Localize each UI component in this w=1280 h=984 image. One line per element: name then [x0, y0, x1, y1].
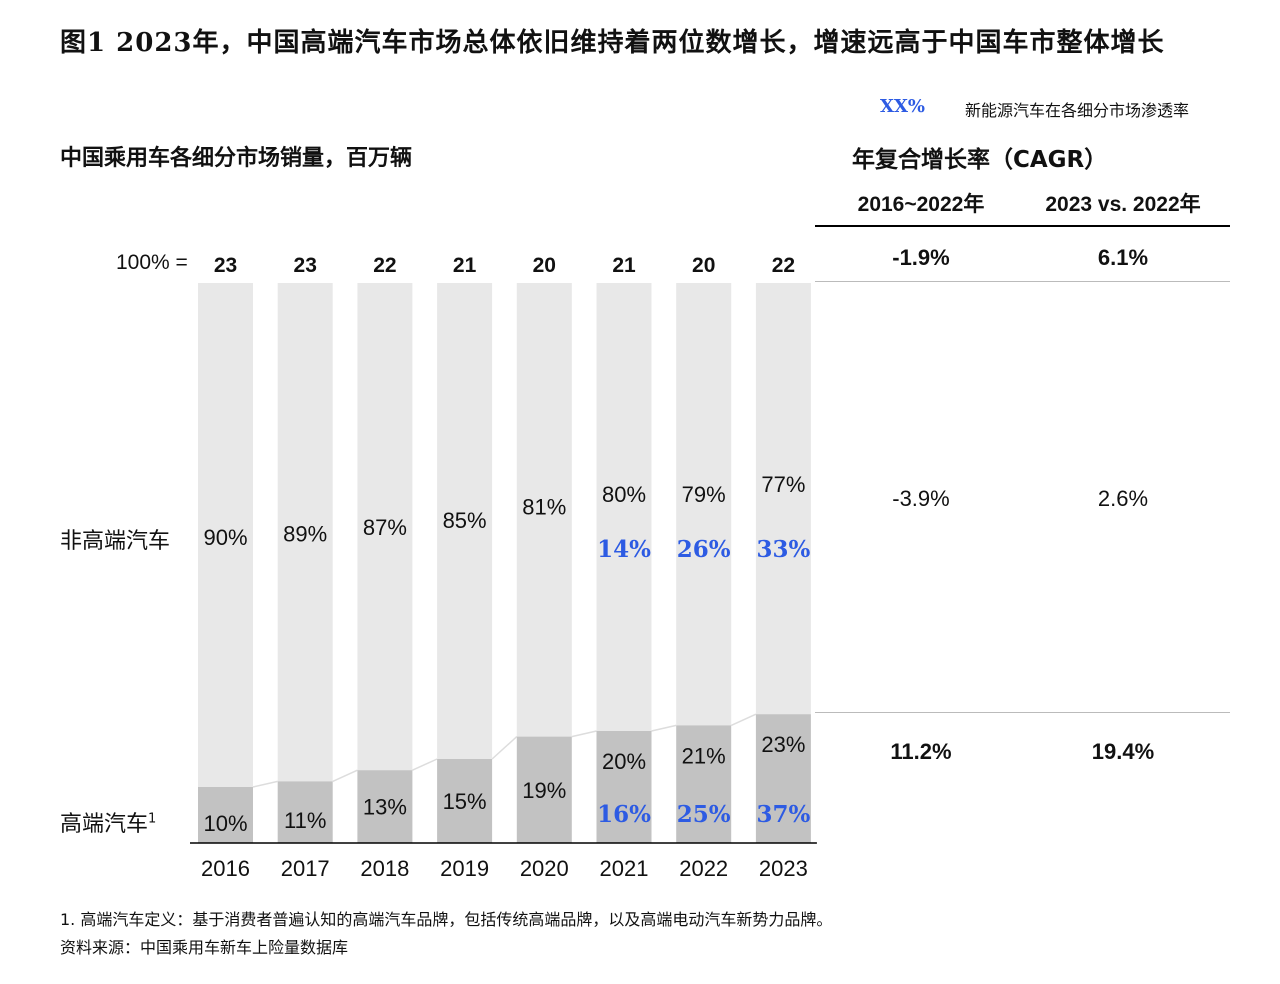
nev-label-premium: 37%: [756, 801, 810, 828]
row-label-non-premium: 非高端汽车: [60, 529, 171, 554]
total-label: 22: [772, 254, 795, 277]
cagr-col2-header: 2023 vs. 2022年: [1045, 193, 1201, 216]
x-tick-label: 2023: [759, 856, 808, 881]
data-label-non-premium: 85%: [443, 508, 487, 533]
bar-premium: [596, 731, 652, 843]
total-label: 23: [294, 254, 317, 277]
cagr-title: 年复合增长率（CAGR）: [852, 147, 1108, 173]
page-title: 图1 2023年，中国高端汽车市场总体依旧维持着两位数增长，增速远高于中国车市整…: [60, 28, 1165, 58]
bar-non-premium: [676, 283, 732, 726]
bar-premium: [198, 787, 253, 843]
data-label-non-premium: 81%: [522, 494, 566, 519]
row-label-premium-footnote: 1: [148, 811, 157, 827]
footnote: 1. 高端汽车定义：基于消费者普遍认知的高端汽车品牌，包括传统高端品牌，以及高端…: [60, 910, 833, 929]
data-label-non-premium: 79%: [682, 482, 726, 507]
bar-premium: [516, 736, 572, 843]
bar-non-premium: [596, 283, 652, 731]
x-tick-label: 2022: [679, 856, 728, 881]
connector-line: [571, 730, 597, 738]
cagr-premium-col2: 19.4%: [1091, 739, 1155, 764]
data-label-premium: 10%: [203, 811, 247, 836]
data-label-non-premium: 89%: [283, 522, 327, 547]
data-label-premium: 21%: [682, 743, 726, 768]
bar-premium: [357, 770, 413, 843]
bar-premium: [437, 759, 493, 843]
legend-swatch: XX%: [880, 96, 926, 117]
connector-line: [412, 758, 438, 771]
data-label-premium: 11%: [284, 808, 326, 833]
cagr-nonpremium-col1: -3.9%: [892, 486, 950, 511]
x-tick-label: 2019: [440, 856, 489, 881]
data-label-non-premium: 90%: [203, 525, 247, 550]
x-tick-label: 2017: [281, 856, 330, 881]
nev-label-premium: 16%: [597, 801, 651, 828]
cagr-total-col2: 6.1%: [1097, 245, 1149, 270]
data-label-premium: 20%: [602, 749, 646, 774]
x-tick-label: 2016: [201, 856, 250, 881]
data-label-non-premium: 87%: [363, 515, 407, 540]
bar-non-premium: [357, 283, 413, 771]
data-label-non-premium: 80%: [602, 482, 646, 507]
bar-non-premium: [198, 283, 253, 787]
connector-line: [491, 736, 518, 760]
connector-line: [252, 780, 278, 788]
bar-non-premium: [516, 283, 572, 737]
connector-line: [651, 724, 677, 732]
bar-non-premium: [277, 283, 333, 782]
chart-subtitle: 中国乘用车各细分市场销量，百万辆: [60, 146, 413, 171]
data-label-premium: 19%: [522, 778, 566, 803]
bar-premium: [755, 714, 811, 843]
x-tick-label: 2018: [360, 856, 409, 881]
bar-premium: [277, 781, 333, 843]
total-prefix: 100% =: [116, 251, 188, 274]
data-label-non-premium: 77%: [761, 472, 805, 497]
bar-non-premium: [437, 283, 493, 759]
bar-non-premium: [755, 283, 811, 715]
nev-label-non-premium: 33%: [756, 536, 810, 563]
nev-label-premium: 25%: [677, 801, 731, 828]
source-note: 资料来源：中国乘用车新车上险量数据库: [60, 938, 349, 957]
x-tick-label: 2021: [600, 856, 649, 881]
row-label-premium: 高端汽车1: [60, 806, 156, 838]
connector-line: [332, 769, 358, 783]
data-label-premium: 13%: [363, 795, 407, 820]
data-label-premium: 15%: [443, 789, 487, 814]
connector-line: [730, 713, 757, 727]
data-label-premium: 23%: [761, 732, 805, 757]
total-label: 20: [692, 254, 715, 277]
bar-premium: [676, 725, 732, 843]
cagr-row-divider: [815, 712, 1230, 713]
cagr-premium-col1: 11.2%: [890, 739, 952, 764]
legend-text: 新能源汽车在各细分市场渗透率: [965, 101, 1190, 120]
cagr-nonpremium-col2: 2.6%: [1097, 486, 1149, 511]
total-label: 20: [533, 254, 556, 277]
total-label: 21: [453, 254, 477, 277]
cagr-row-divider: [815, 281, 1230, 282]
total-label: 22: [373, 254, 396, 277]
cagr-col1-header: 2016~2022年: [857, 193, 985, 216]
x-tick-label: 2020: [520, 856, 569, 881]
nev-label-non-premium: 26%: [677, 536, 731, 563]
nev-label-non-premium: 14%: [597, 536, 651, 563]
row-label-premium-text: 高端汽车: [60, 812, 149, 837]
total-label: 23: [214, 254, 237, 277]
total-label: 21: [612, 254, 636, 277]
cagr-header-rule: [815, 225, 1230, 227]
cagr-total-col1: -1.9%: [892, 245, 950, 270]
